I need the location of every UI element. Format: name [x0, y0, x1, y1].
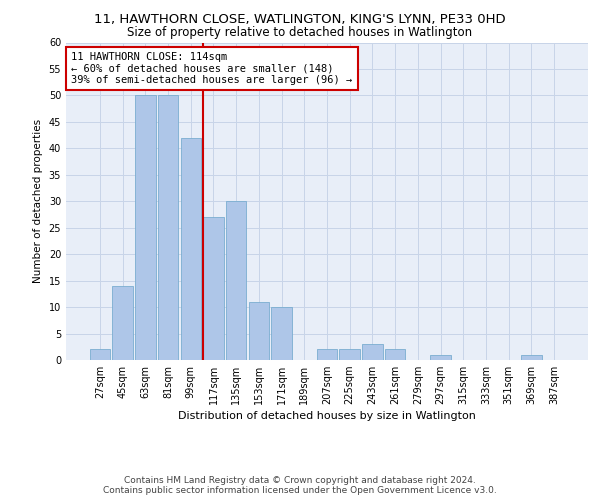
- Bar: [385, 350, 406, 360]
- Bar: [90, 350, 110, 360]
- Bar: [430, 354, 451, 360]
- Bar: [181, 138, 201, 360]
- Bar: [271, 307, 292, 360]
- Text: 11, HAWTHORN CLOSE, WATLINGTON, KING'S LYNN, PE33 0HD: 11, HAWTHORN CLOSE, WATLINGTON, KING'S L…: [94, 12, 506, 26]
- Bar: [521, 354, 542, 360]
- Bar: [135, 96, 155, 360]
- Bar: [362, 344, 383, 360]
- Bar: [317, 350, 337, 360]
- Y-axis label: Number of detached properties: Number of detached properties: [33, 119, 43, 284]
- Text: 11 HAWTHORN CLOSE: 114sqm
← 60% of detached houses are smaller (148)
39% of semi: 11 HAWTHORN CLOSE: 114sqm ← 60% of detac…: [71, 52, 352, 85]
- Bar: [112, 286, 133, 360]
- Bar: [203, 217, 224, 360]
- Text: Size of property relative to detached houses in Watlington: Size of property relative to detached ho…: [127, 26, 473, 39]
- X-axis label: Distribution of detached houses by size in Watlington: Distribution of detached houses by size …: [178, 412, 476, 422]
- Bar: [226, 201, 247, 360]
- Bar: [158, 96, 178, 360]
- Bar: [248, 302, 269, 360]
- Bar: [340, 350, 360, 360]
- Text: Contains HM Land Registry data © Crown copyright and database right 2024.
Contai: Contains HM Land Registry data © Crown c…: [103, 476, 497, 495]
